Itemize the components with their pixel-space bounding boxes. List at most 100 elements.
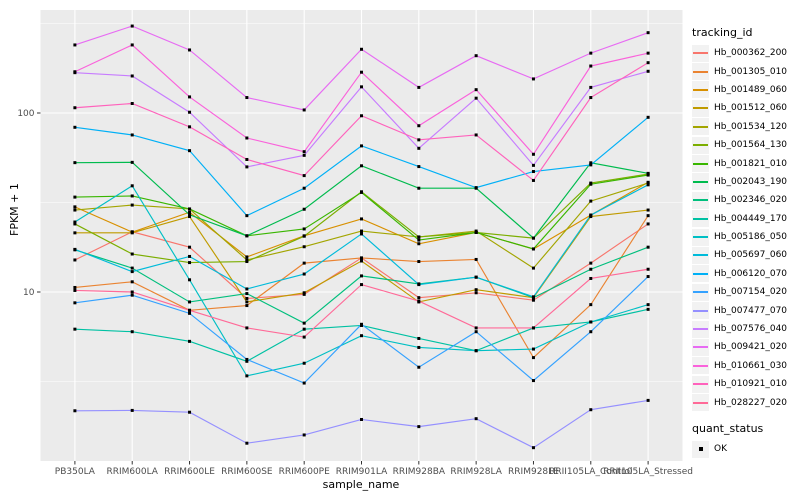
data-point xyxy=(417,242,421,246)
data-point xyxy=(245,260,249,264)
data-point xyxy=(73,161,77,165)
legend-key-swatch xyxy=(692,375,709,393)
data-point xyxy=(130,101,134,105)
data-point xyxy=(589,64,593,68)
data-point xyxy=(130,231,134,235)
data-point xyxy=(188,213,192,217)
data-point xyxy=(245,326,249,330)
legend-item: Hb_001564_130 xyxy=(692,136,798,154)
legend-item-label: Hb_010921_010 xyxy=(714,379,788,390)
data-point xyxy=(589,163,593,167)
legend-key-swatch xyxy=(692,44,709,62)
data-point xyxy=(73,125,77,129)
data-point xyxy=(188,311,192,315)
data-point xyxy=(188,48,192,52)
legend-key-swatch xyxy=(692,191,709,209)
data-point xyxy=(245,157,249,161)
data-point xyxy=(188,215,192,219)
data-point xyxy=(417,260,421,264)
data-point xyxy=(302,108,306,112)
data-point xyxy=(130,74,134,78)
data-point xyxy=(589,261,593,265)
data-point xyxy=(417,138,421,142)
series-color-line-icon xyxy=(693,217,708,220)
data-point xyxy=(360,47,363,51)
data-point xyxy=(417,146,421,150)
x-axis-title: sample_name xyxy=(322,478,400,491)
data-point xyxy=(302,227,306,231)
legend-key-swatch xyxy=(692,210,709,228)
legend-key-swatch xyxy=(692,302,709,320)
data-point xyxy=(474,186,478,190)
data-point xyxy=(245,258,249,262)
data-point xyxy=(302,292,306,296)
legend-item: Hb_002346_020 xyxy=(692,191,798,209)
data-point xyxy=(130,290,134,294)
data-point xyxy=(589,199,593,203)
data-point xyxy=(245,292,249,296)
data-point xyxy=(245,296,249,300)
data-point xyxy=(302,291,306,295)
data-point xyxy=(646,275,650,279)
data-point xyxy=(360,144,363,148)
data-point xyxy=(130,280,134,284)
data-point xyxy=(531,326,535,330)
data-point xyxy=(302,207,306,211)
legend-title-tracking-id: tracking_id xyxy=(692,26,753,39)
data-point xyxy=(646,208,650,212)
data-point xyxy=(360,274,363,278)
data-point xyxy=(245,300,249,304)
data-point xyxy=(188,245,192,249)
data-point xyxy=(417,165,421,169)
legend-item: Hb_001512_060 xyxy=(692,99,798,117)
data-point xyxy=(302,433,306,437)
series-color-line-icon xyxy=(693,162,708,165)
data-point xyxy=(646,171,650,175)
legend-item-label: Hb_001564_130 xyxy=(714,140,788,151)
data-point xyxy=(646,69,650,73)
legend: tracking_id Hb_000362_200 Hb_001305_010 Hb… xyxy=(692,26,798,458)
data-point xyxy=(245,441,249,445)
legend-item-label: Hb_007576_040 xyxy=(714,324,788,335)
legend-item: Hb_007477_070 xyxy=(692,301,798,320)
legend-key-swatch xyxy=(692,173,709,191)
legend-key-swatch xyxy=(692,228,709,246)
data-point xyxy=(73,220,77,224)
x-tick-label: RRIM600PE xyxy=(279,467,331,477)
x-tick-label: RRIM928LE xyxy=(508,467,559,477)
data-point xyxy=(474,88,478,92)
legend-item: Hb_001489_060 xyxy=(692,81,798,99)
legend-item-label: OK xyxy=(714,444,727,454)
data-point xyxy=(130,24,134,28)
data-point xyxy=(73,247,77,251)
legend-item: Hb_005697_060 xyxy=(692,246,798,264)
data-point xyxy=(73,195,77,199)
legend-key-swatch xyxy=(692,136,709,154)
data-point xyxy=(245,214,249,218)
data-point xyxy=(360,85,363,89)
data-point xyxy=(302,174,306,178)
legend-item-label: Hb_001821_010 xyxy=(714,158,788,169)
data-point xyxy=(245,136,249,140)
data-point xyxy=(302,381,306,385)
data-point xyxy=(302,245,306,249)
legend-item-label: Hb_007154_020 xyxy=(714,287,788,298)
data-point xyxy=(417,296,421,300)
data-point xyxy=(417,124,421,128)
legend-item-label: Hb_010661_030 xyxy=(714,360,788,371)
data-point xyxy=(360,256,363,260)
data-point xyxy=(646,267,650,271)
series-color-line-icon xyxy=(693,328,708,331)
legend-key-swatch xyxy=(692,155,709,173)
data-point xyxy=(188,95,192,99)
data-point xyxy=(188,410,192,414)
legend-key-swatch xyxy=(692,283,709,301)
data-point xyxy=(302,272,306,276)
legend-item-label: Hb_004449_170 xyxy=(714,213,788,224)
data-point xyxy=(474,291,478,295)
legend-item: Hb_028227_020 xyxy=(692,393,798,412)
series-color-line-icon xyxy=(693,125,708,128)
data-point xyxy=(73,43,77,47)
series-color-line-icon xyxy=(693,309,708,312)
data-point xyxy=(188,339,192,343)
